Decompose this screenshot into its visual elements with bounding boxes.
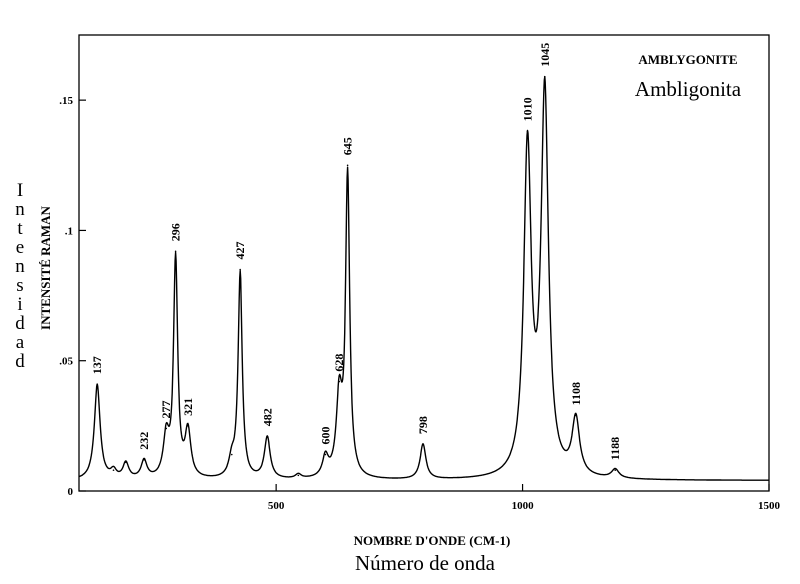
peak-label: 427 [233,242,247,260]
y-tick-label: .15 [59,95,73,107]
chart-title: AMBLYGONITE [638,52,737,67]
peak-label: 1188 [608,437,622,460]
y-axis-label-secondary-letter: n [15,199,25,220]
peak-label: 277 [159,401,173,419]
peak-point [165,427,168,430]
x-axis-label-secondary: Número de onda [355,551,496,575]
y-axis-label-secondary-letter: a [16,332,25,353]
axis-ticks [79,99,770,492]
peak-labels: 137 232 277 296 321 427 482 600 628 645 798 1010 104… [90,43,622,461]
x-axis-label: NOMBRE D'ONDE (CM-1) [354,533,511,548]
spectrum-line [78,75,770,481]
peak-point [239,268,241,271]
plot-frame [78,34,770,492]
y-axis-label-secondary-letter: I [17,180,23,201]
peak-point [422,443,424,445]
peak-point [143,458,145,461]
peak-point [346,164,349,167]
peak-point [324,453,327,456]
peak-label: 137 [90,356,104,374]
chart-subtitle: Ambligonita [635,77,742,101]
peak-point [187,425,189,427]
y-tick-label: .05 [59,356,73,368]
peak-label: 321 [181,398,195,416]
y-axis-label-secondary-letter: s [16,275,23,296]
peak-point [230,453,233,456]
y-tick-label: .1 [65,225,73,237]
peak-markers [96,75,617,477]
y-axis-label-secondary-letter: d [15,313,25,334]
x-tick-label: 1500 [758,500,781,512]
y-axis-label-secondary-letter: t [17,218,23,239]
y-tick-label: 0 [68,486,74,498]
x-tick-label: 1000 [512,500,535,512]
peak-label: 482 [260,408,274,426]
y-axis-label: INTENSITÉ RAMAN [38,205,53,329]
peak-point [543,75,546,78]
peak-point [125,461,127,464]
peak-point [174,250,177,253]
peak-point [614,469,617,471]
peak-label: 600 [318,427,332,445]
x-tick-label: 500 [268,500,285,512]
peak-label: 1010 [521,97,535,121]
peak-point [297,474,300,477]
y-axis-label-secondary-letter: n [15,256,25,277]
peak-label: 232 [137,432,151,450]
peak-label: 628 [332,354,346,372]
peak-point [526,130,529,133]
peak-label: 645 [341,137,355,155]
peak-point [575,414,577,417]
y-axis-label-secondary-letter: d [15,351,25,372]
y-axis-label-secondary-letter: e [16,237,24,258]
peak-point [266,435,269,438]
tick-labels: 500 1000 1500 0 .05 .1 .15 [59,95,780,512]
peak-label: 798 [416,416,430,434]
peak-label: 1045 [538,43,552,67]
peak-point [338,380,341,383]
y-axis-label-secondary-letter: i [17,294,22,315]
peak-point [112,469,115,471]
peak-label: 1108 [569,382,583,405]
peak-point [96,383,99,385]
peak-label: 296 [169,223,183,241]
